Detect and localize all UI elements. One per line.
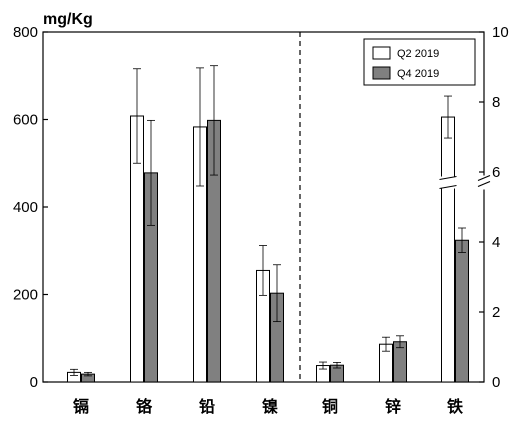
- unit-label: mg/Kg: [43, 11, 93, 28]
- right-axis-break-mark: [477, 174, 491, 182]
- plot-area: 0 200 400 600 800 0 2 4 6 8 10 镉 铬 铅 镍 铜 锌 铁: [13, 24, 509, 416]
- left-tick-label: 600: [13, 112, 38, 129]
- category-label: 锌: [385, 397, 401, 416]
- category-label: 铁: [447, 397, 463, 416]
- category-label: 铜: [322, 397, 338, 416]
- right-tick-label: 6: [492, 164, 500, 181]
- legend-label: Q2 2019: [397, 48, 439, 60]
- bar-break-mark: [439, 185, 457, 189]
- right-tick-label: 0: [492, 374, 500, 391]
- right-tick-label: 2: [492, 304, 500, 321]
- legend-swatch: [372, 66, 391, 80]
- left-tick-label: 0: [30, 374, 38, 391]
- category-label: 铬: [136, 397, 153, 416]
- bar: [455, 239, 469, 383]
- left-tick-label: 400: [13, 199, 38, 216]
- legend: Q2 2019 Q4 2019: [363, 38, 476, 86]
- right-axis-break-gap: [481, 175, 487, 190]
- right-tick-label: 8: [492, 94, 500, 111]
- bar-break-gap: [439, 176, 457, 189]
- right-tick-label: 10: [492, 24, 509, 41]
- category-label: 铅: [199, 397, 215, 416]
- right-tick-label: 4: [492, 234, 500, 251]
- left-tick-label: 800: [13, 24, 38, 41]
- legend-swatch: [372, 46, 391, 60]
- right-axis-break-mark: [477, 180, 491, 188]
- bar: [441, 116, 455, 383]
- category-label: 镍: [262, 397, 278, 416]
- legend-label: Q4 2019: [397, 68, 439, 80]
- left-tick-label: 200: [13, 287, 38, 304]
- bar-break-mark: [439, 176, 457, 180]
- category-label: 镉: [73, 397, 89, 416]
